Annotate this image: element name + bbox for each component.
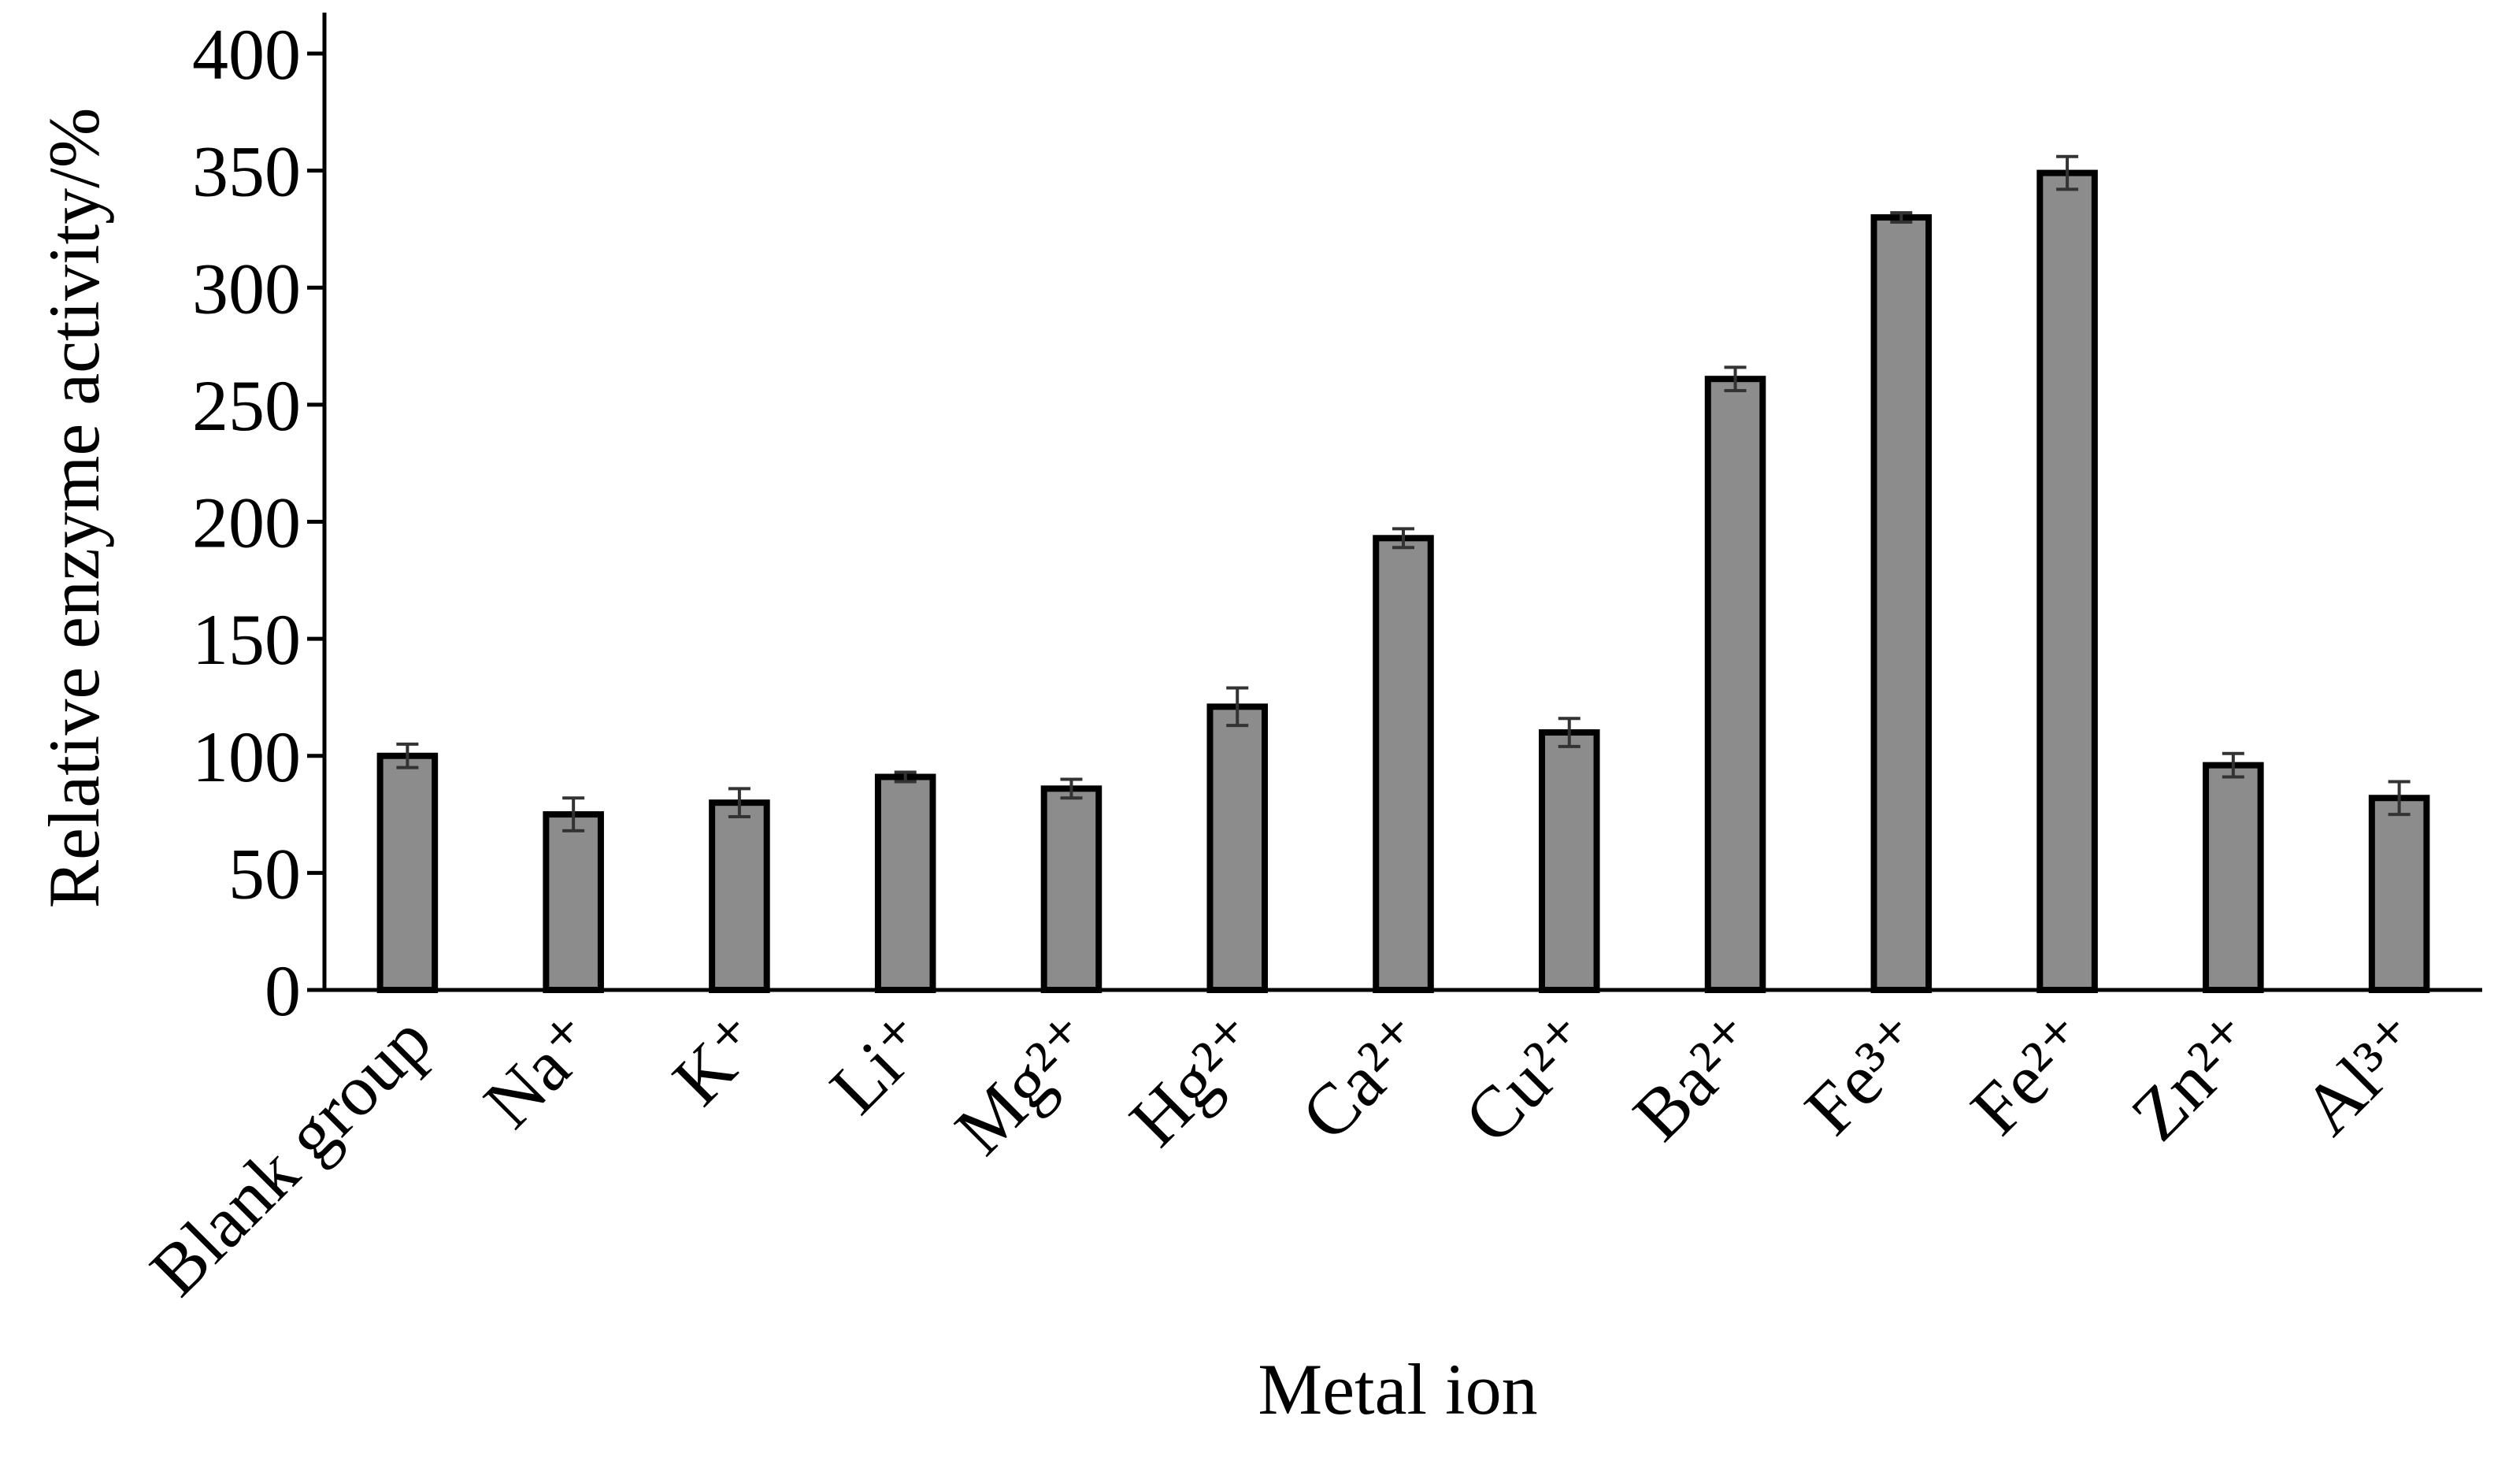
- y-tick-label: 350: [192, 132, 301, 212]
- bar: [2203, 762, 2264, 993]
- bar: [543, 811, 604, 993]
- bar: [1040, 785, 1102, 993]
- y-tick-label: 200: [192, 483, 301, 563]
- x-tick-label: Na⁺: [469, 999, 612, 1143]
- y-tick-label: 100: [192, 717, 301, 797]
- y-tick-label: 150: [192, 599, 301, 680]
- bar: [1870, 214, 1933, 993]
- bar: [376, 752, 439, 993]
- x-tick-label: Mg²⁺: [939, 999, 1110, 1170]
- x-tick-label: K⁺: [658, 999, 778, 1120]
- x-tick-label: Al³⁺: [2288, 999, 2438, 1150]
- x-tick-label: Fe³⁺: [1789, 999, 1940, 1150]
- x-tick-label: Hg²⁺: [1114, 999, 1276, 1161]
- bar: [1704, 376, 1766, 993]
- y-tick-label: 400: [192, 14, 301, 95]
- x-tick-label: Li⁺: [815, 999, 944, 1129]
- bar: [874, 773, 936, 993]
- bar: [1373, 535, 1434, 993]
- bar: [2036, 169, 2098, 993]
- x-tick-label: Zn²⁺: [2116, 999, 2272, 1155]
- y-tick-label: 250: [192, 365, 301, 446]
- x-tick-label: Blank group: [135, 999, 447, 1311]
- bar: [709, 799, 770, 994]
- x-tick-label: Cu²⁺: [1449, 999, 1608, 1158]
- x-tick-label: Ba²⁺: [1618, 999, 1773, 1155]
- bar: [1206, 703, 1269, 993]
- y-tick-label: 300: [192, 248, 301, 328]
- bar: [2368, 795, 2430, 993]
- x-axis-title: Metal ion: [1258, 1349, 1537, 1429]
- y-tick-label: 50: [228, 833, 301, 914]
- x-tick-label: Fe²⁺: [1955, 999, 2106, 1150]
- x-tick-label: Ca²⁺: [1286, 999, 1442, 1155]
- y-axis-title: Relative enzyme activity/%: [34, 108, 114, 909]
- bar: [1538, 729, 1600, 994]
- y-tick-label: 0: [265, 951, 301, 1031]
